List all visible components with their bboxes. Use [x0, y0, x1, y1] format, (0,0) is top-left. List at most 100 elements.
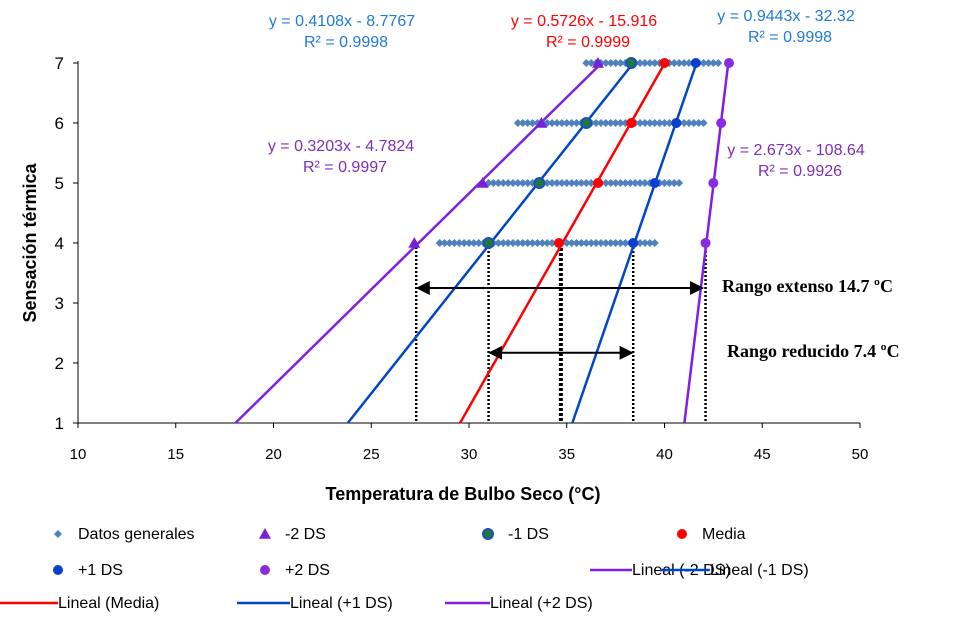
legend-label: Media: [702, 526, 746, 543]
x-tick-label: 40: [656, 446, 673, 463]
data-point-datos-generales: [528, 239, 537, 247]
trendline-r2: R² = 0.9998: [304, 34, 388, 51]
data-point-datos-generales: [562, 179, 571, 187]
legend-label: +1 DS: [78, 562, 123, 579]
data-point-datos-generales: [606, 119, 615, 127]
data-point-datos-generales: [552, 179, 561, 187]
data-point-datos-generales: [577, 179, 586, 187]
data-point-datos-generales: [557, 179, 566, 187]
legend-label: Lineal (+2 DS): [490, 595, 593, 612]
trendline-r2: R² = 0.9999: [546, 34, 630, 51]
data-point-1ds: [690, 58, 701, 68]
data-point-datos-generales: [606, 179, 615, 187]
data-point-datos-generales: [557, 119, 566, 127]
y-tick-label: 1: [55, 414, 64, 433]
data-point-datos-generales: [518, 179, 527, 187]
data-point-datos-generales: [631, 179, 640, 187]
data-point-datos-generales: [601, 59, 610, 67]
data-point-datos-generales: [640, 239, 649, 247]
data-point-datos-generales: [709, 59, 718, 67]
data-point-datos-generales: [621, 179, 630, 187]
legend-marker-circle: [53, 565, 63, 575]
data-point-datos-generales: [440, 239, 449, 247]
data-point-datos-generales: [636, 239, 645, 247]
data-point-datos-generales: [572, 119, 581, 127]
data-point-datos-generales: [548, 179, 557, 187]
x-tick-label: 35: [558, 446, 575, 463]
data-point-datos-generales: [513, 119, 522, 127]
data-point-datos-generales: [636, 59, 645, 67]
data-point-datos-generales: [665, 179, 674, 187]
data-point-datos-generales: [572, 179, 581, 187]
x-tick-label: 30: [461, 446, 478, 463]
data-point-datos-generales: [508, 179, 517, 187]
y-tick-label: 4: [55, 234, 64, 253]
trendline-r2: R² = 0.9997: [303, 159, 387, 176]
data-point-datos-generales: [684, 59, 693, 67]
data-point-datos-generales: [518, 239, 527, 247]
data-point-1ds: [649, 178, 660, 188]
data-point-m2ds: [476, 177, 489, 188]
legend-marker-circle: [260, 565, 270, 575]
data-point-datos-generales: [596, 239, 605, 247]
data-point-datos-generales: [699, 59, 708, 67]
data-point-datos-generales: [455, 239, 464, 247]
data-point-datos-generales: [587, 239, 596, 247]
y-axis-label: Sensación térmica: [20, 162, 40, 322]
data-point-datos-generales: [665, 119, 674, 127]
data-point-datos-generales: [499, 239, 508, 247]
data-point-datos-generales: [538, 239, 547, 247]
data-point-datos-generales: [611, 179, 620, 187]
legend-item: Lineal (+1 DS): [237, 595, 393, 612]
x-tick-label: 20: [265, 446, 282, 463]
data-point-datos-generales: [670, 179, 679, 187]
legend-label: Lineal (Media): [58, 595, 159, 612]
data-point-datos-generales: [523, 119, 532, 127]
data-point-datos-generales: [655, 119, 664, 127]
trendline-equation: y = 0.5726x - 15.916: [511, 13, 657, 30]
legend-item: Lineal (Media): [0, 595, 159, 612]
data-point-1ds: [580, 117, 593, 129]
legend-label: Lineal (+1 DS): [290, 595, 393, 612]
data-point-media: [626, 118, 637, 128]
data-point-datos-generales: [596, 119, 605, 127]
data-point-1ds: [671, 118, 682, 128]
legend-item: -1 DS: [482, 526, 549, 543]
data-point-datos-generales: [694, 119, 703, 127]
data-point-datos-generales: [650, 119, 659, 127]
trendline-equation: y = 0.4108x - 8.7767: [269, 13, 415, 30]
data-point-datos-generales: [714, 59, 723, 67]
data-point-datos-generales: [435, 239, 444, 247]
data-point-2ds: [700, 238, 711, 248]
data-point-datos-generales: [640, 119, 649, 127]
data-point-datos-generales: [513, 239, 522, 247]
data-point-2ds: [716, 118, 727, 128]
data-point-datos-generales: [636, 119, 645, 127]
x-axis-label: Temperatura de Bulbo Seco (°C): [326, 484, 601, 504]
data-point-datos-generales: [601, 239, 610, 247]
data-point-datos-generales: [567, 119, 576, 127]
data-point-datos-generales: [548, 119, 557, 127]
data-point-datos-generales: [567, 239, 576, 247]
data-point-datos-generales: [592, 119, 601, 127]
legend-item: +2 DS: [260, 562, 330, 579]
data-point-datos-generales: [518, 119, 527, 127]
x-tick-label: 45: [754, 446, 771, 463]
legend-marker-circle: [482, 528, 494, 540]
data-point-datos-generales: [494, 179, 503, 187]
legend-marker-circle: [677, 529, 687, 539]
data-point-media: [593, 178, 604, 188]
data-point-datos-generales: [582, 59, 591, 67]
y-tick-label: 3: [55, 294, 64, 313]
data-point-datos-generales: [582, 179, 591, 187]
data-point-datos-generales: [543, 179, 552, 187]
data-point-m2ds: [535, 117, 548, 128]
data-point-datos-generales: [606, 239, 615, 247]
data-point-datos-generales: [460, 239, 469, 247]
legend-item: +1 DS: [53, 562, 123, 579]
x-tick-label: 50: [852, 446, 869, 463]
x-tick-label: 25: [363, 446, 380, 463]
data-point-datos-generales: [616, 179, 625, 187]
data-point-datos-generales: [680, 59, 689, 67]
